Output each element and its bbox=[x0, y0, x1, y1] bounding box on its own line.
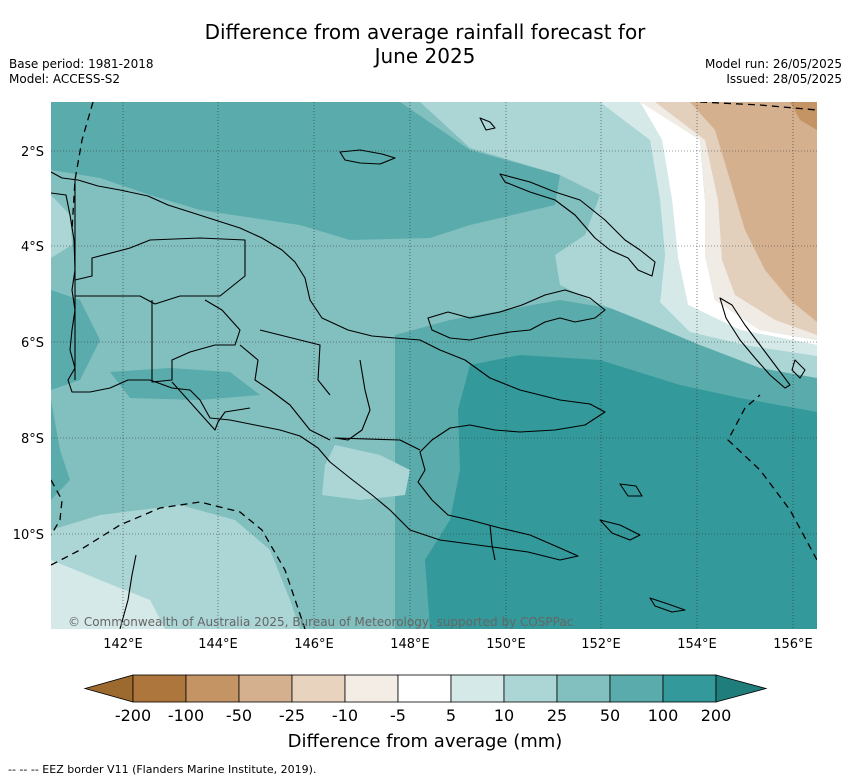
colorbar-segment bbox=[238, 674, 293, 703]
colorbar-tick-label: -200 bbox=[115, 706, 151, 725]
title-line-1: Difference from average rainfall forecas… bbox=[204, 20, 646, 44]
province-border-6 bbox=[334, 359, 421, 451]
colorbar-segment bbox=[503, 674, 558, 703]
issued-date: Issued: 28/05/2025 bbox=[726, 72, 842, 86]
lon-label-150e: 150°E bbox=[486, 637, 526, 652]
eez-borders bbox=[51, 102, 817, 629]
fergusson-island bbox=[619, 483, 643, 497]
colorbar-segment bbox=[344, 674, 399, 703]
zone-wet-10-25-northeast bbox=[420, 102, 817, 378]
model-run: Model run: 26/05/2025 bbox=[704, 57, 842, 71]
colorbar-tick-label: -100 bbox=[168, 706, 204, 725]
lon-label-152e: 152°E bbox=[581, 637, 621, 652]
australia-cape-york bbox=[119, 554, 137, 629]
province-border-7 bbox=[489, 524, 496, 561]
colorbar-title: Difference from average (mm) bbox=[287, 731, 563, 752]
colorbar: -200 -100 -50 -25 -10 -5 5 10 25 50 100 200 bbox=[83, 674, 768, 725]
colorbar-segment bbox=[185, 674, 240, 703]
lon-label-144e: 144°E bbox=[198, 637, 238, 652]
lon-label-146e: 146°E bbox=[294, 637, 334, 652]
lon-labels: 142°E 144°E 146°E 148°E 150°E 152°E 154°… bbox=[103, 637, 813, 652]
colorbar-segment bbox=[450, 674, 505, 703]
colorbar-segment bbox=[662, 674, 717, 703]
lon-label-142e: 142°E bbox=[103, 637, 143, 652]
zone-drier-strong bbox=[690, 102, 817, 322]
contour-fills bbox=[51, 102, 817, 629]
lon-label-156e: 156°E bbox=[773, 637, 813, 652]
southeast-islands bbox=[599, 519, 641, 541]
lat-label-2s: 2°S bbox=[21, 145, 44, 160]
bougainville bbox=[719, 297, 791, 389]
zone-wet-50-100-north bbox=[51, 102, 560, 240]
colorbar-tick-label: -25 bbox=[279, 706, 305, 725]
lat-label-8s: 8°S bbox=[21, 432, 44, 447]
eez-southwest-2 bbox=[51, 479, 63, 536]
colorbar-extend-high bbox=[715, 674, 768, 703]
copyright-credit: © Commonwealth of Australia 2025, Bureau… bbox=[68, 615, 573, 629]
title-line-2: June 2025 bbox=[374, 44, 476, 68]
colorbar-segment bbox=[291, 674, 346, 703]
zone-wet-100-200 bbox=[425, 355, 817, 629]
manus-island bbox=[339, 149, 396, 165]
colorbar-tick-label: 100 bbox=[648, 706, 679, 725]
coastlines bbox=[51, 117, 806, 629]
lat-labels: 2°S 4°S 6°S 8°S 10°S bbox=[13, 145, 44, 543]
colorbar-tick-label: -10 bbox=[332, 706, 358, 725]
lat-label-6s: 6°S bbox=[21, 336, 44, 351]
graticule bbox=[51, 102, 817, 629]
province-border-3 bbox=[171, 381, 251, 431]
lon-label-148e: 148°E bbox=[390, 637, 430, 652]
lat-label-10s: 10°S bbox=[13, 528, 44, 543]
colorbar-tick-label: 10 bbox=[494, 706, 514, 725]
colorbar-tick-label: -5 bbox=[390, 706, 406, 725]
new-guinea-coastline bbox=[51, 171, 606, 561]
meta-left: Base period: 1981-2018 Model: ACCESS-S2 bbox=[9, 57, 154, 87]
colorbar-tick-label: 25 bbox=[547, 706, 567, 725]
province-border-1 bbox=[74, 237, 246, 305]
province-border-5 bbox=[259, 329, 331, 396]
zone-neutral-white bbox=[620, 102, 817, 345]
province-border-4 bbox=[239, 344, 331, 441]
zone-wet-5-10-northeast bbox=[600, 102, 817, 356]
zone-wet-50-100-southwest bbox=[51, 400, 70, 500]
map-title: Difference from average rainfall forecas… bbox=[0, 20, 850, 68]
lat-label-4s: 4°S bbox=[21, 240, 44, 255]
colorbar-tick-label: 50 bbox=[600, 706, 620, 725]
colorbar-segment bbox=[556, 674, 611, 703]
colorbar-segment bbox=[609, 674, 664, 703]
colorbar-segment bbox=[397, 674, 452, 703]
eez-northeast bbox=[699, 102, 817, 111]
province-border-2 bbox=[151, 299, 241, 383]
colorbar-extend-low bbox=[83, 674, 134, 703]
colorbar-segment bbox=[132, 674, 187, 703]
new-hanover bbox=[479, 117, 496, 131]
model-name: Model: ACCESS-S2 bbox=[9, 72, 121, 86]
colorbar-tick-label: -50 bbox=[226, 706, 252, 725]
zone-wet-50-100-inland bbox=[110, 368, 260, 400]
zone-wet-10-25-west bbox=[51, 195, 72, 258]
zone-wet-5-10 bbox=[51, 560, 165, 629]
solomon-islands bbox=[791, 359, 806, 379]
lon-label-154e: 154°E bbox=[677, 637, 717, 652]
meta-right: Model run: 26/05/2025 Issued: 28/05/2025 bbox=[705, 57, 842, 87]
new-britain bbox=[427, 289, 606, 341]
louisiade-islands bbox=[649, 597, 686, 613]
eez-southwest bbox=[51, 501, 306, 629]
zone-wet-10-25-inland bbox=[322, 445, 410, 500]
colorbar-tick-label: 200 bbox=[701, 706, 732, 725]
base-period: Base period: 1981-2018 bbox=[9, 57, 154, 71]
new-ireland bbox=[499, 173, 656, 277]
colorbar-tick-label: 5 bbox=[446, 706, 456, 725]
eez-footnote: -- -- -- EEZ border V11 (Flanders Marine… bbox=[8, 763, 317, 776]
